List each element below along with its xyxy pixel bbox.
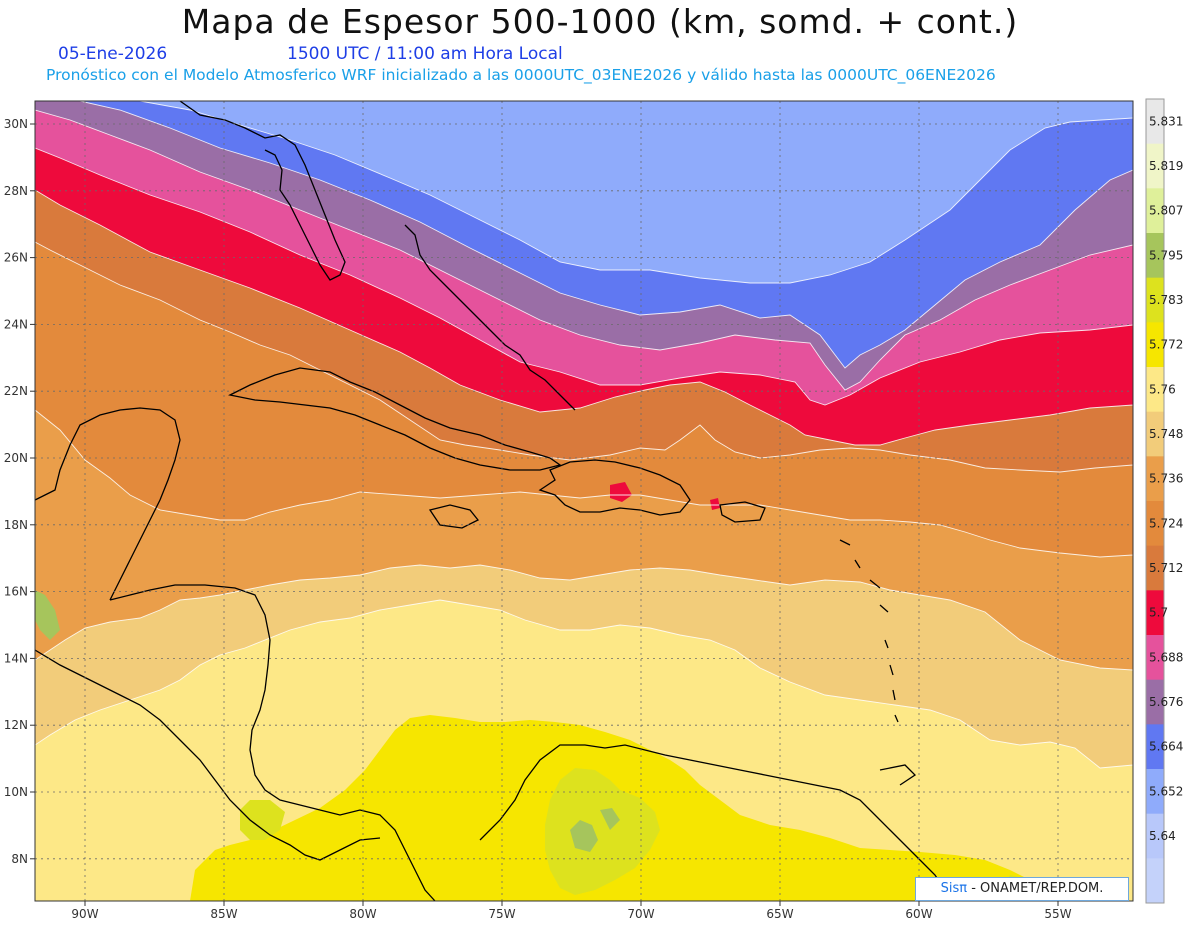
- cuba-coast: [228, 367, 562, 471]
- contour-line: [35, 101, 1133, 446]
- lat-tick-label: 30N: [4, 117, 28, 131]
- yucatan-coast: [35, 407, 181, 601]
- contour-line: [35, 101, 1133, 769]
- lat-tick-label: 24N: [4, 317, 28, 331]
- lon-tick-label: 65W: [766, 907, 793, 921]
- colorbar-label: 5.783: [1149, 293, 1183, 307]
- colorbar-frame: [1145, 98, 1165, 904]
- graticule: [35, 101, 1133, 901]
- hispaniola-coast: [538, 459, 691, 516]
- florida-coast: [179, 101, 346, 281]
- colorbar-label: 5.748: [1149, 427, 1183, 441]
- coastlines: [35, 101, 956, 901]
- forecast-label: Pronóstico con el Modelo Atmosferico WRF…: [46, 66, 996, 84]
- credit-text: - ONAMET/REP.DOM.: [967, 881, 1104, 896]
- colorbar-swatch: [1146, 769, 1164, 815]
- colorbar-swatch: [1146, 679, 1164, 725]
- colorbar-label: 5.772: [1149, 338, 1183, 352]
- central-america-coast: [109, 584, 436, 901]
- colorbar-swatch: [1146, 367, 1164, 413]
- colorbar: 5.831 5.819 5.807 5.795 5.783 5.772 5.76 5.748 5…: [1145, 98, 1183, 904]
- colorbar-swatch: [1146, 233, 1164, 279]
- contour-line: [35, 101, 1133, 406]
- lat-tick-label: 26N: [4, 251, 28, 265]
- colorbar-swatch: [1146, 277, 1164, 323]
- colorbar-label: 5.819: [1149, 159, 1183, 173]
- colorbar-swatch: [1146, 99, 1164, 145]
- colorbar-label: 5.676: [1149, 695, 1183, 709]
- contour-line: [35, 101, 1133, 391]
- lat-tick-label: 16N: [4, 585, 28, 599]
- time-label: 1500 UTC / 11:00 am Hora Local: [287, 44, 563, 64]
- longitude-ticks: 90W 85W 80W 75W 70W 65W 60W 55W: [71, 901, 1072, 921]
- lat-tick-label: 28N: [4, 184, 28, 198]
- colorbar-swatch: [1146, 501, 1164, 547]
- lat-tick-label: 18N: [4, 518, 28, 532]
- map-frame: [34, 100, 1134, 902]
- colorbar-label: 5.688: [1149, 650, 1183, 664]
- colorbar-label: 5.76: [1149, 382, 1176, 396]
- lon-tick-label: 90W: [71, 907, 98, 921]
- colorbar-label: 5.64: [1149, 829, 1176, 843]
- colorbar-swatch: [1146, 590, 1164, 636]
- lon-tick-label: 75W: [488, 907, 515, 921]
- lon-tick-label: 70W: [627, 907, 654, 921]
- contour-line: [35, 101, 1133, 558]
- jamaica-coast: [428, 504, 480, 529]
- colorbar-swatch: [1146, 188, 1164, 234]
- contour-line: [35, 101, 1133, 473]
- colorbar-swatch: [1146, 456, 1164, 502]
- south-america-coast: [479, 744, 956, 901]
- lesser-antilles-coast: [839, 539, 917, 786]
- lon-tick-label: 55W: [1044, 907, 1071, 921]
- lat-tick-label: 22N: [4, 384, 28, 398]
- contour-line: [35, 101, 1133, 284]
- colorbar-swatch: [1146, 635, 1164, 681]
- date-label: 05-Ene-2026: [58, 44, 168, 64]
- colorbar-label: 5.652: [1149, 784, 1183, 798]
- colorbar-label: 5.7: [1149, 606, 1168, 620]
- colorbar-swatch: [1146, 813, 1164, 859]
- colorbar-label: 5.712: [1149, 561, 1183, 575]
- lon-tick-label: 60W: [905, 907, 932, 921]
- colorbar-swatch: [1146, 411, 1164, 457]
- colorbar-swatch: [1146, 143, 1164, 189]
- colorbar-label: 5.807: [1149, 204, 1183, 218]
- bahamas-coast: [404, 224, 576, 411]
- colorbar-swatch: [1146, 858, 1164, 904]
- lat-tick-label: 12N: [4, 718, 28, 732]
- colorbar-swatch: [1146, 322, 1164, 368]
- thickness-contours: [35, 101, 1133, 769]
- contour-line: [35, 101, 1133, 369]
- lon-tick-label: 80W: [349, 907, 376, 921]
- contour-line: [35, 101, 1133, 671]
- credit-brand: Sisπ: [940, 881, 968, 896]
- colorbar-label: 5.795: [1149, 248, 1183, 262]
- credit-box: Sisπ - ONAMET/REP.DOM.: [915, 877, 1129, 901]
- latitude-ticks: 30N 28N 26N 24N 22N 20N 18N 16N 14N 12N 10N 8N: [4, 117, 35, 866]
- lat-tick-label: 14N: [4, 651, 28, 665]
- colorbar-swatch: [1146, 724, 1164, 770]
- colorbar-label: 5.831: [1149, 114, 1183, 128]
- colorbar-label: 5.664: [1149, 740, 1183, 754]
- shaded-thickness: [35, 101, 1133, 901]
- colorbar-label: 5.736: [1149, 472, 1183, 486]
- colorbar-swatch: [1146, 545, 1164, 591]
- lat-tick-label: 10N: [4, 785, 28, 799]
- puerto-rico-coast: [719, 501, 766, 523]
- lon-tick-label: 85W: [210, 907, 237, 921]
- lat-tick-label: 20N: [4, 451, 28, 465]
- pacific-coast: [35, 649, 381, 861]
- colorbar-label: 5.724: [1149, 516, 1183, 530]
- map-title: Mapa de Espesor 500-1000 (km, somd. + co…: [181, 2, 1019, 41]
- lat-tick-label: 8N: [11, 852, 28, 866]
